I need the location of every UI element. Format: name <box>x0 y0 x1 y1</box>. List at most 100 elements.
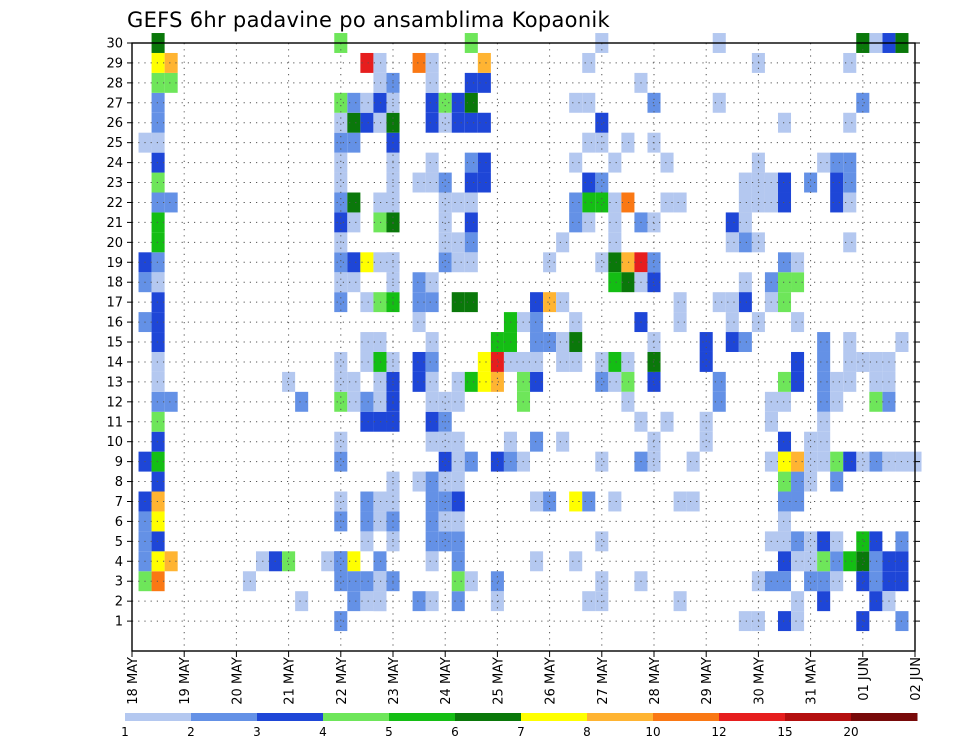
y-tick-label: 9 <box>115 455 123 470</box>
heatmap-cell <box>791 351 805 372</box>
heatmap-cell <box>451 192 465 213</box>
heatmap-cell <box>151 152 165 173</box>
heatmap-cell <box>334 192 348 213</box>
x-tick-label: 20 MAY <box>230 657 245 705</box>
heatmap-cell <box>373 332 387 352</box>
heatmap-cell <box>373 571 387 592</box>
heatmap-cell <box>151 312 165 333</box>
heatmap-cell <box>334 551 348 572</box>
heatmap-cell <box>777 391 792 412</box>
heatmap-cell <box>334 252 348 273</box>
heatmap-cell <box>777 471 792 492</box>
heatmap-cell <box>164 551 178 572</box>
heatmap-cell <box>804 431 818 452</box>
heatmap-cell <box>830 391 844 412</box>
heatmap-cell <box>425 531 439 552</box>
heatmap-cell <box>530 292 544 313</box>
y-tick-label: 21 <box>106 216 123 231</box>
heatmap-cell <box>777 531 792 552</box>
heatmap-cell <box>151 132 165 153</box>
heatmap-cell <box>464 172 478 193</box>
heatmap-cell <box>438 471 452 492</box>
heatmap-cell <box>477 172 491 193</box>
heatmap-cell <box>151 252 165 273</box>
heatmap-cell <box>791 491 805 512</box>
heatmap-cell <box>477 112 491 133</box>
heatmap-cell <box>360 491 374 512</box>
heatmap-cell <box>334 152 348 173</box>
heatmap-cell <box>334 172 348 193</box>
heatmap-cell <box>347 591 361 612</box>
heatmap-cell <box>451 511 465 532</box>
heatmap-cell <box>151 292 165 313</box>
y-tick-label: 3 <box>115 575 123 590</box>
heatmap-cell <box>777 252 792 273</box>
heatmap-cell <box>334 571 348 592</box>
colorbar-swatch <box>719 713 786 721</box>
heatmap-cell <box>608 212 622 233</box>
y-tick-label: 23 <box>106 176 123 191</box>
heatmap-cell <box>608 252 622 273</box>
x-axis-tick-labels: 18 MAY 19 MAY 20 MAY 21 MAY 22 MAY 23 MAY 24 M… <box>126 651 924 705</box>
heatmap-cell <box>856 531 870 552</box>
colorbar-label: 3 <box>253 725 261 739</box>
heatmap-cell <box>425 272 439 293</box>
heatmap-cell <box>582 212 596 233</box>
heatmap-cell <box>595 371 609 392</box>
colorbar-swatch <box>125 713 192 721</box>
heatmap-cell <box>282 551 296 572</box>
heatmap-cell <box>647 371 661 392</box>
heatmap-cell <box>843 332 857 352</box>
heatmap-cell <box>451 92 465 113</box>
heatmap-cell <box>360 571 374 592</box>
heatmap-cell <box>151 371 165 392</box>
heatmap-cell <box>804 531 818 552</box>
heatmap-cell <box>334 272 348 293</box>
heatmap-cell <box>360 351 374 372</box>
heatmap-cell <box>777 272 792 293</box>
heatmap-cell <box>425 292 439 313</box>
heatmap-cell <box>543 252 557 273</box>
heatmap-cell <box>582 132 596 153</box>
y-tick-label: 2 <box>115 595 123 610</box>
heatmap-cell <box>373 391 387 412</box>
heatmap-cell <box>151 232 165 253</box>
heatmap-cell <box>464 571 478 592</box>
colorbar-swatch <box>785 713 852 721</box>
heatmap-cell <box>856 451 870 472</box>
heatmap-cell <box>464 252 478 273</box>
heatmap-cell <box>817 411 831 432</box>
heatmap-cell <box>164 72 178 93</box>
heatmap-cell <box>869 391 883 412</box>
heatmap-cell <box>438 431 452 452</box>
y-tick-label: 4 <box>115 555 123 570</box>
heatmap-cell <box>464 371 478 392</box>
heatmap-cell <box>569 332 583 352</box>
heatmap-cell <box>621 391 635 412</box>
heatmap-cell <box>738 272 752 293</box>
heatmap-cell <box>738 212 752 233</box>
heatmap-cell <box>582 491 596 512</box>
heatmap-cell <box>464 92 478 113</box>
heatmap-cell <box>151 391 165 412</box>
x-tick-label: 22 MAY <box>335 657 350 705</box>
heatmap-cell <box>817 531 831 552</box>
colorbar-label: 10 <box>645 725 660 739</box>
heatmap-cell <box>582 591 596 612</box>
heatmap-cell <box>738 292 752 313</box>
y-tick-label: 19 <box>106 256 123 271</box>
heatmap-cell <box>738 172 752 193</box>
heatmap-cell <box>164 192 178 213</box>
heatmap-cell <box>451 551 465 572</box>
y-tick-label: 14 <box>106 355 123 370</box>
heatmap-cell <box>738 332 752 352</box>
heatmap-cell <box>425 72 439 93</box>
heatmap-cell <box>347 132 361 153</box>
heatmap-cell <box>438 192 452 213</box>
y-tick-label: 13 <box>106 375 123 390</box>
heatmap-cell <box>242 571 256 592</box>
heatmap-cell <box>621 371 635 392</box>
heatmap-cell <box>477 152 491 173</box>
heatmap-cell <box>360 92 374 113</box>
heatmap-cell <box>699 431 713 452</box>
